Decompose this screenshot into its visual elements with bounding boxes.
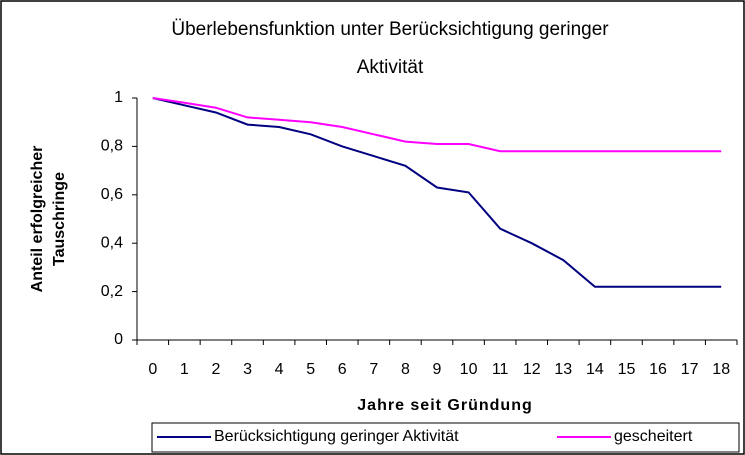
series-line [152,97,722,153]
x-tick-label: 4 [275,361,284,378]
x-tick-label: 12 [523,361,541,378]
x-tick-label: 10 [460,361,478,378]
x-tick-label: 13 [554,361,572,378]
x-tick-label: 18 [712,361,730,378]
y-tick-label: 1 [114,89,123,106]
chart-title: Überlebensfunktion unter Berücksichtigun… [171,19,609,78]
legend-label: Berücksichtigung geringer Aktivität [214,428,459,445]
y-tick-label: 0,6 [101,186,123,203]
legend-label: gescheitert [614,428,693,445]
y-axis-label: Anteil erfolgreicher Tauschringe [29,146,68,293]
y-tick-label: 0,8 [101,138,123,155]
x-tick-label: 15 [618,361,636,378]
x-tick-label: 3 [243,361,252,378]
x-tick-label: 1 [180,361,189,378]
y-tick-label: 0 [114,331,123,348]
x-tick-label: 17 [681,361,699,378]
x-tick-label: 5 [306,361,315,378]
x-tick-label: 2 [211,361,220,378]
x-tick-label: 11 [492,361,509,378]
x-axis-label: Jahre seit Gründung [357,397,532,414]
x-tick-label: 0 [148,361,157,378]
x-tick-label: 14 [586,361,604,378]
y-tick-label: 0,4 [101,234,123,251]
legend-box [151,422,740,453]
x-tick-label: 9 [433,361,442,378]
x-tick-label: 8 [401,361,410,378]
x-tick-label: 16 [649,361,667,378]
x-tick-label: 7 [369,361,378,378]
series-line [152,97,722,288]
y-tick-label: 0,2 [101,283,123,300]
x-tick-label: 6 [338,361,347,378]
